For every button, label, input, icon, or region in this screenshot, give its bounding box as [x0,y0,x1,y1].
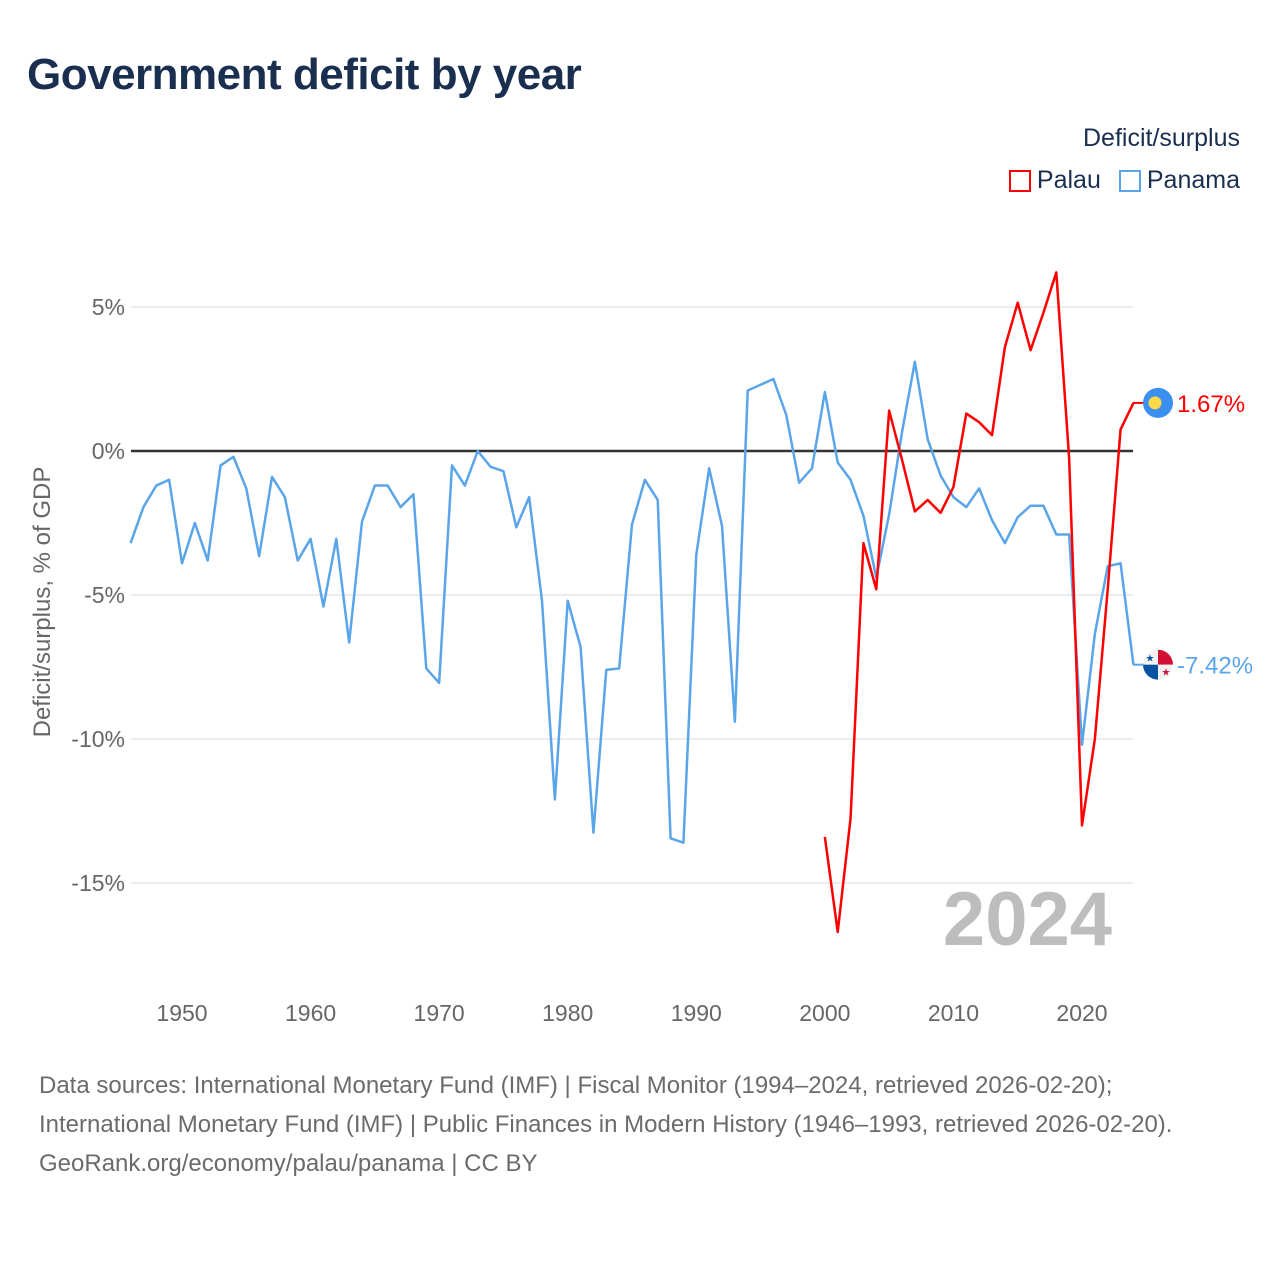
end-value-label-panama: -7.42% [1177,653,1253,680]
y-tick-label: 5% [92,294,125,320]
legend-item-palau[interactable]: Palau [1008,166,1101,195]
y-tick-label: -10% [71,726,125,752]
flag-star: ★ [1162,668,1171,679]
palau-flag-icon [1143,387,1173,418]
flag-body: ★★ [1143,649,1173,680]
x-tick-label: 1950 [156,1000,207,1026]
credit-link[interactable]: GeoRank.org/economy/palau/panama | CC BY [39,1150,538,1177]
series-line-panama [129,360,1135,844]
legend-swatch-palau [1008,169,1031,192]
y-axis-label: Deficit/surplus, % of GDP [29,467,56,738]
x-tick-label: 2000 [799,1000,850,1026]
data-sources: Data sources: International Monetary Fun… [39,1072,1173,1138]
flag-moon [1148,396,1162,410]
footer: Data sources: International Monetary Fun… [39,1066,1239,1183]
legend-label: Palau [1036,166,1101,194]
year-watermark: 2024 [943,877,1112,962]
series-line-palau [823,271,1135,934]
flag-star: ★ [1146,654,1155,665]
legend-item-panama[interactable]: Panama [1118,166,1240,195]
end-value-label-palau: 1.67% [1177,391,1245,418]
x-tick-label: 1990 [671,1000,722,1026]
legend-title: Deficit/surplus [1083,124,1240,152]
x-tick-label: 1980 [542,1000,593,1026]
legend-label: Panama [1146,166,1240,194]
x-tick-label: 2010 [928,1000,979,1026]
legend: Palau Panama [1008,166,1240,195]
y-tick-label: 0% [92,438,125,464]
x-tick-label: 1970 [414,1000,465,1026]
legend-swatch-panama [1118,169,1141,192]
x-tick-label: 2020 [1056,1000,1107,1026]
chart-title: Government deficit by year [27,50,582,99]
x-tick-label: 1960 [285,1000,336,1026]
flag-quadrant [1158,649,1173,665]
y-tick-label: -5% [84,582,125,608]
flag-quadrant [1143,664,1158,680]
panama-flag-icon: ★★ [1143,649,1173,680]
y-tick-label: -15% [71,870,125,896]
